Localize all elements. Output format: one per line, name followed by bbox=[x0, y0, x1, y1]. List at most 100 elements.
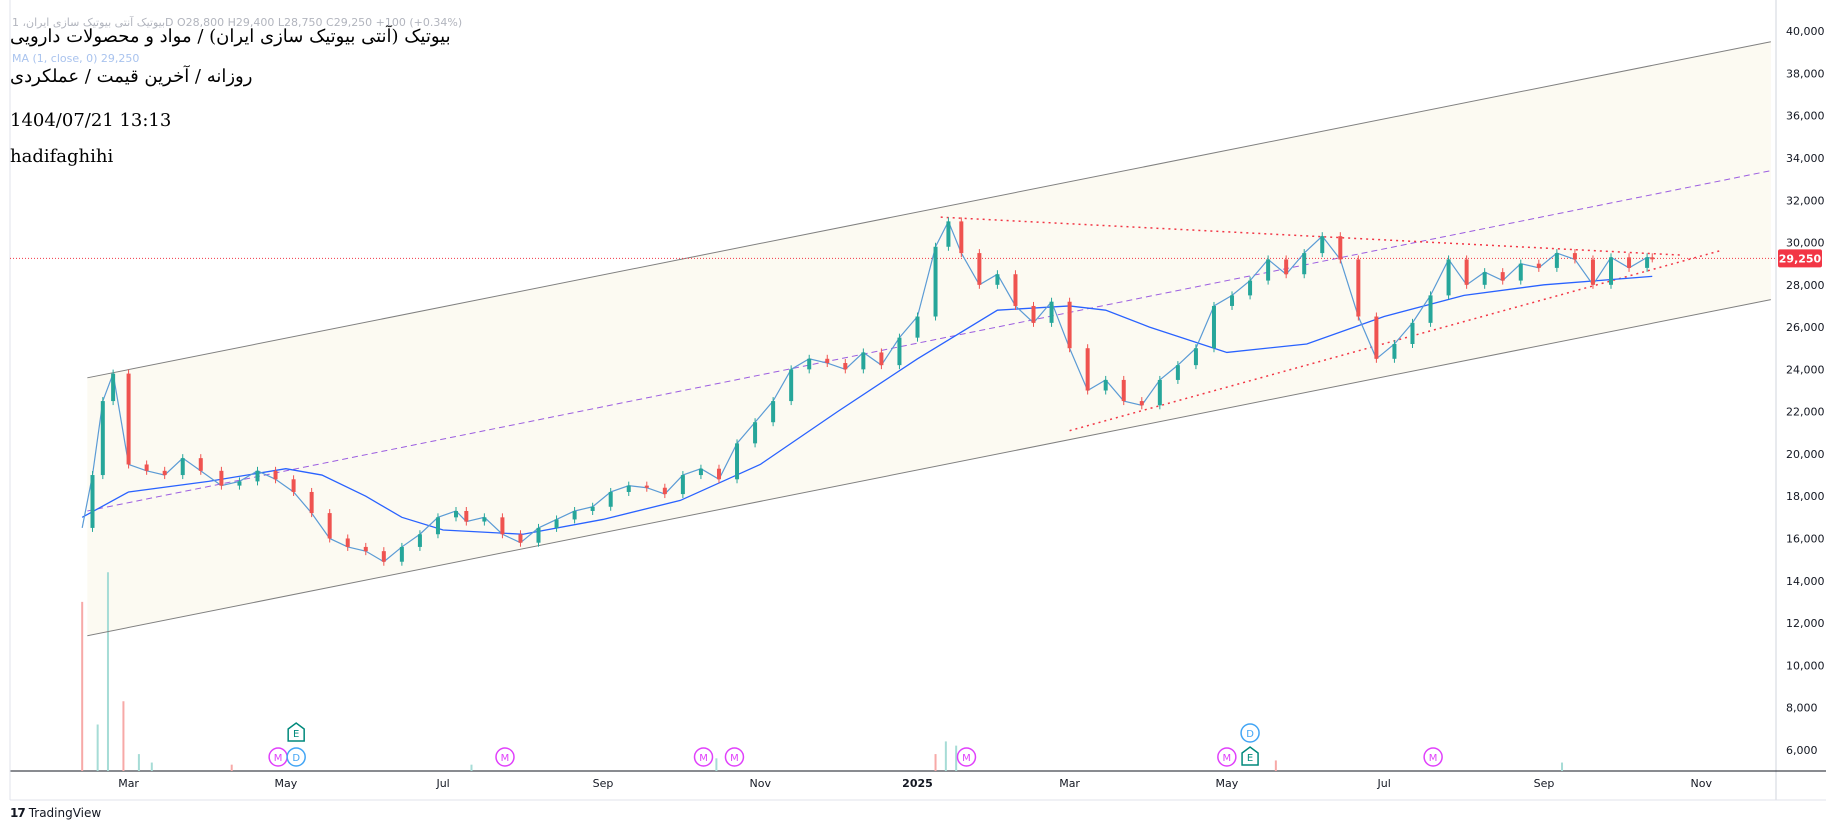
candle-body bbox=[995, 274, 1000, 285]
candle-body bbox=[1410, 322, 1415, 344]
y-tick-label: 6,000 bbox=[1786, 744, 1818, 757]
y-tick-label: 40,000 bbox=[1786, 25, 1825, 38]
event-marker-label: M bbox=[501, 753, 510, 764]
candle-body bbox=[1103, 379, 1108, 391]
event-marker-label: M bbox=[274, 753, 283, 764]
last-price-badge bbox=[1778, 249, 1822, 268]
chart-timestamp: 1404/07/21 13:13 bbox=[10, 110, 172, 131]
candle-body bbox=[1627, 257, 1632, 268]
candle-body bbox=[1049, 301, 1054, 323]
channel-fill bbox=[87, 41, 1771, 636]
event-marker-label: M bbox=[962, 753, 971, 764]
dividend-marker-icon bbox=[1240, 723, 1260, 743]
event-marker-label: M bbox=[1223, 753, 1232, 764]
candle-body bbox=[291, 479, 296, 492]
candle-body bbox=[1428, 295, 1433, 323]
x-tick-label: Nov bbox=[749, 777, 771, 790]
candle-body bbox=[327, 513, 332, 539]
candle-body bbox=[716, 468, 721, 480]
event-marker-label: D bbox=[1246, 729, 1254, 740]
x-tick-label: Jul bbox=[435, 777, 449, 790]
candle-body bbox=[1554, 253, 1559, 268]
x-tick-label: Jul bbox=[1376, 777, 1390, 790]
candle-body bbox=[345, 538, 350, 547]
event-marker-label: M bbox=[1429, 753, 1438, 764]
event-marker-label: M bbox=[730, 753, 739, 764]
candle-body bbox=[482, 517, 487, 522]
candle-body bbox=[1230, 295, 1235, 306]
ma-legend: MA (1, close, 0) 29,250 bbox=[12, 52, 140, 65]
y-tick-label: 32,000 bbox=[1786, 194, 1825, 207]
candle-body bbox=[1482, 272, 1487, 285]
channel-upper-line bbox=[87, 41, 1771, 379]
meeting-marker-icon bbox=[956, 747, 977, 767]
y-tick-label: 22,000 bbox=[1786, 406, 1825, 419]
earnings-marker-icon bbox=[287, 722, 305, 742]
candle-body bbox=[255, 470, 260, 482]
candle-body bbox=[1067, 301, 1072, 349]
candle-body bbox=[843, 363, 848, 370]
candle-body bbox=[1500, 272, 1505, 281]
candle-body bbox=[698, 468, 703, 476]
candle-body bbox=[662, 487, 667, 495]
candle-body bbox=[680, 475, 685, 495]
candle-body bbox=[1446, 259, 1451, 296]
chart-author: hadifaghihi bbox=[10, 146, 114, 167]
chart-title: بیوتیک (آنتی بیوتیک سازی ایران) / مواد و… bbox=[10, 26, 451, 47]
candle-body bbox=[1338, 236, 1343, 260]
candle-body bbox=[417, 534, 422, 547]
candle-body bbox=[1284, 259, 1289, 275]
event-marker-label: E bbox=[293, 729, 299, 740]
candle-body bbox=[590, 506, 595, 511]
candle-body bbox=[454, 510, 459, 518]
y-tick-label: 28,000 bbox=[1786, 279, 1825, 292]
event-marker-label: E bbox=[1247, 753, 1253, 764]
candle-body bbox=[1356, 259, 1361, 317]
meeting-marker-icon bbox=[724, 747, 745, 767]
candle-body bbox=[1211, 305, 1216, 349]
y-tick-label: 14,000 bbox=[1786, 575, 1825, 588]
candle-body bbox=[1609, 257, 1614, 285]
candle-body bbox=[1536, 263, 1541, 268]
x-tick-label: Sep bbox=[593, 777, 614, 790]
candle-body bbox=[381, 551, 386, 562]
candle-body bbox=[1572, 253, 1577, 260]
x-tick-label: Mar bbox=[1059, 777, 1080, 790]
candle-body bbox=[1121, 379, 1126, 402]
candle-body bbox=[100, 401, 105, 476]
candle-body bbox=[198, 458, 203, 471]
y-tick-label: 16,000 bbox=[1786, 532, 1825, 545]
candle-body bbox=[807, 358, 812, 370]
candle-body bbox=[180, 458, 185, 476]
candle-body bbox=[572, 510, 577, 520]
candle-body bbox=[435, 517, 440, 535]
candle-body bbox=[861, 352, 866, 370]
candle-body bbox=[111, 373, 116, 402]
candle-body bbox=[644, 485, 649, 488]
y-tick-label: 34,000 bbox=[1786, 152, 1825, 165]
candle-body bbox=[1464, 259, 1469, 285]
candle-body bbox=[1392, 343, 1397, 359]
candle-body bbox=[219, 470, 224, 486]
last-price-label: 29,250 bbox=[1779, 252, 1822, 265]
candle-body bbox=[753, 422, 758, 444]
channel-middle-line bbox=[87, 170, 1771, 512]
triangle-upper-line bbox=[940, 216, 1684, 256]
candle-body bbox=[946, 221, 951, 247]
x-tick-label: May bbox=[1215, 777, 1238, 790]
y-tick-label: 8,000 bbox=[1786, 702, 1818, 715]
y-tick-label: 18,000 bbox=[1786, 490, 1825, 503]
x-tick-label: Sep bbox=[1534, 777, 1555, 790]
candle-body bbox=[554, 519, 559, 528]
candle-body bbox=[1590, 259, 1595, 285]
candle-body bbox=[1175, 365, 1180, 380]
y-tick-label: 24,000 bbox=[1786, 363, 1825, 376]
meeting-marker-icon bbox=[1217, 747, 1237, 767]
tradingview-brand[interactable]: 17 TradingView bbox=[10, 806, 101, 820]
candle-body bbox=[626, 485, 631, 492]
event-marker-label: D bbox=[292, 753, 300, 764]
moving-average-line bbox=[81, 275, 1653, 535]
candle-body bbox=[500, 517, 505, 535]
candle-body bbox=[1139, 401, 1144, 406]
